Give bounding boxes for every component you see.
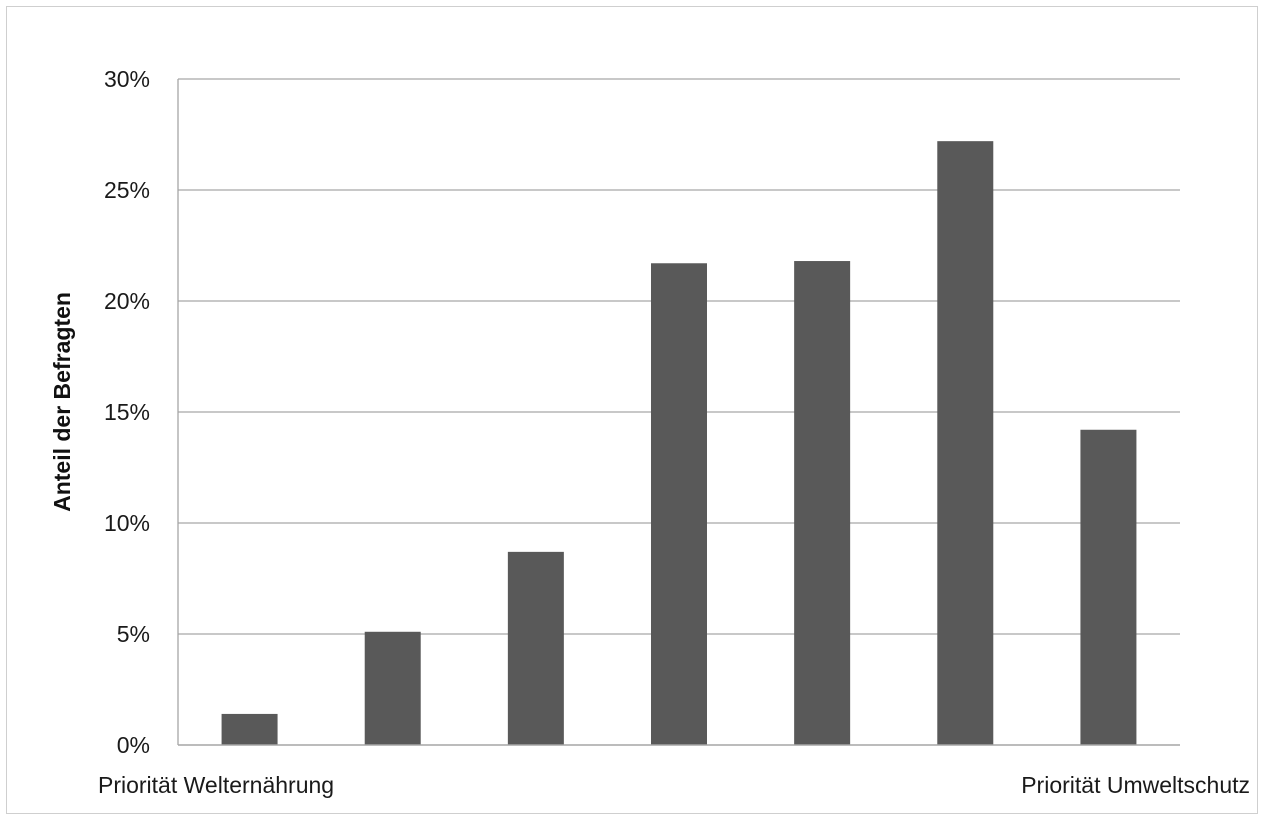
y-tick-label: 30%	[104, 66, 150, 92]
x-axis-left-label: Priorität Welternährung	[98, 772, 334, 798]
x-axis-right-label: Priorität Umweltschutz	[1021, 772, 1250, 798]
bar-7	[1080, 429, 1137, 745]
grid-lines	[177, 78, 1180, 745]
bars	[221, 141, 1137, 745]
bar-1	[221, 713, 278, 745]
bar-2	[364, 631, 421, 745]
y-tick-label: 5%	[117, 621, 150, 647]
y-tick-labels: 0% 5% 10% 15% 20% 25% 30%	[104, 66, 150, 758]
y-tick-label: 20%	[104, 288, 150, 314]
y-tick-label: 0%	[117, 732, 150, 758]
bar-3	[507, 551, 564, 745]
bar-6	[937, 141, 994, 745]
chart-frame	[6, 6, 1258, 814]
bar-5	[794, 261, 851, 745]
bar-4	[651, 263, 707, 745]
y-tick-label: 15%	[104, 399, 150, 425]
y-axis-title: Anteil der Befragten	[49, 292, 75, 512]
y-tick-label: 25%	[104, 177, 150, 203]
y-tick-label: 10%	[104, 510, 150, 536]
